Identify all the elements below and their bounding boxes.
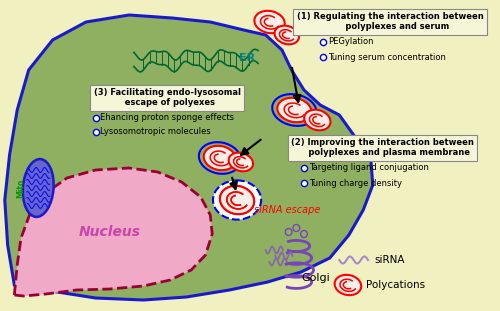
Text: Targeting ligand conjugation: Targeting ligand conjugation — [308, 164, 428, 173]
Text: Golgi: Golgi — [301, 273, 330, 283]
Ellipse shape — [204, 146, 236, 170]
Ellipse shape — [254, 11, 284, 33]
Ellipse shape — [278, 98, 312, 122]
Text: Lysosomotropic molecules: Lysosomotropic molecules — [100, 128, 211, 137]
Text: Ehancing proton sponge effects: Ehancing proton sponge effects — [100, 114, 234, 123]
Text: siRNA: siRNA — [374, 255, 405, 265]
Text: Tuning serum concentration: Tuning serum concentration — [328, 53, 446, 62]
Text: (1) Regulating the interaction between
     polyplexes and serum: (1) Regulating the interaction between p… — [296, 12, 484, 31]
Text: (2) Improving the interaction between
     polyplexes and plasma membrane: (2) Improving the interaction between po… — [291, 138, 474, 157]
Ellipse shape — [213, 180, 261, 220]
Polygon shape — [5, 15, 373, 300]
Text: siRNA escape: siRNA escape — [254, 205, 320, 215]
Text: Polycations: Polycations — [366, 280, 425, 290]
Ellipse shape — [304, 110, 330, 130]
Ellipse shape — [274, 26, 299, 44]
Ellipse shape — [220, 186, 254, 214]
Ellipse shape — [220, 186, 254, 214]
Polygon shape — [14, 168, 212, 296]
Text: ER: ER — [238, 53, 254, 63]
Ellipse shape — [228, 153, 253, 171]
Ellipse shape — [334, 275, 361, 295]
Text: Mito: Mito — [16, 178, 26, 198]
Text: (3) Facilitating endo-lysosomal
  escape of polyexes: (3) Facilitating endo-lysosomal escape o… — [94, 88, 241, 107]
Text: Nucleus: Nucleus — [79, 225, 141, 239]
Text: Tuning charge density: Tuning charge density — [308, 179, 402, 188]
Ellipse shape — [23, 159, 54, 217]
Text: PEGylation: PEGylation — [328, 38, 374, 47]
